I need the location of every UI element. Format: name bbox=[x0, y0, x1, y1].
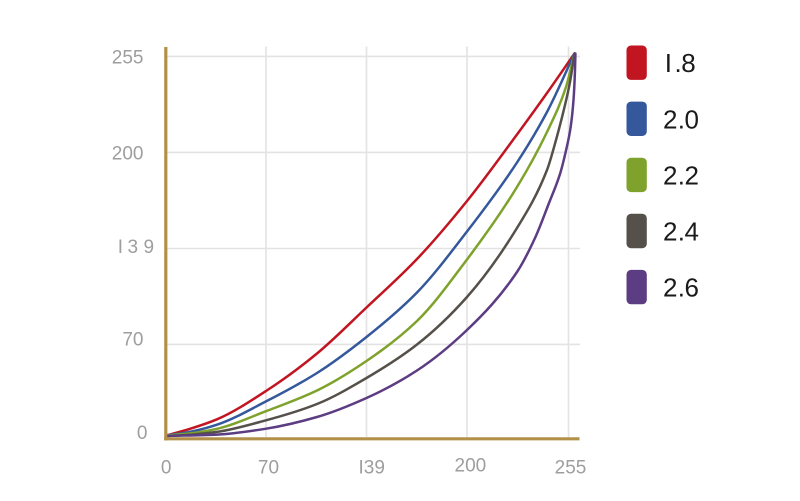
svg-text:I.8: I.8 bbox=[665, 48, 696, 78]
svg-text:I39: I39 bbox=[118, 237, 154, 258]
svg-text:2.6: 2.6 bbox=[663, 273, 699, 303]
svg-text:0: 0 bbox=[161, 457, 172, 478]
svg-text:2.4: 2.4 bbox=[663, 217, 699, 247]
svg-text:I39: I39 bbox=[358, 457, 384, 478]
svg-text:2.0: 2.0 bbox=[663, 104, 699, 134]
svg-text:0: 0 bbox=[137, 423, 148, 444]
svg-text:255: 255 bbox=[112, 47, 144, 68]
svg-text:255: 255 bbox=[555, 457, 587, 478]
svg-text:2.2: 2.2 bbox=[663, 160, 699, 190]
svg-text:200: 200 bbox=[455, 455, 487, 476]
svg-text:70: 70 bbox=[258, 457, 279, 478]
svg-text:200: 200 bbox=[112, 143, 144, 164]
svg-text:70: 70 bbox=[122, 330, 143, 351]
